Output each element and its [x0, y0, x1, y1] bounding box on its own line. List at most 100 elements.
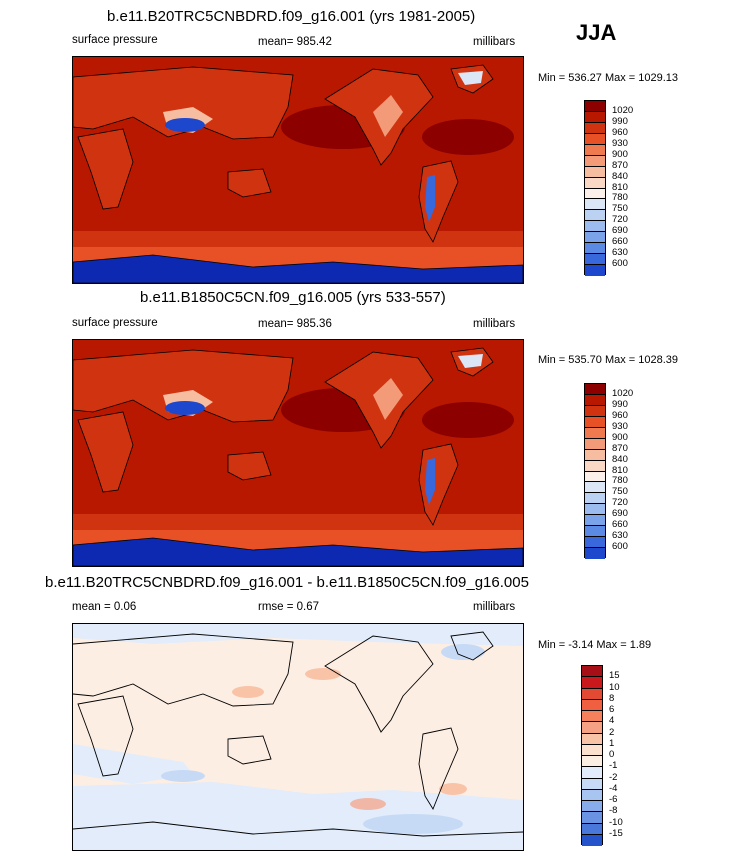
colorbar-swatch [582, 722, 602, 734]
colorbar-tick-label: 990 [612, 115, 628, 127]
colorbar-swatch [585, 515, 605, 527]
colorbar-swatch [585, 199, 605, 211]
subtropical-high-atlantic [422, 119, 514, 155]
colorbar-swatch [582, 744, 602, 756]
positive-anomaly [305, 668, 341, 680]
panel-2-minmax: Min = 535.70 Max = 1028.39 [538, 354, 679, 366]
colorbar-swatch [582, 789, 602, 801]
colorbar-tick-label: 870 [612, 442, 628, 454]
colorbar-swatch [582, 666, 602, 678]
positive-anomaly [232, 686, 264, 698]
colorbar-swatch [585, 471, 605, 483]
panel-3-mean-label: mean = 0.06 [72, 601, 137, 613]
colorbar-swatch [585, 427, 605, 439]
colorbar-swatch [582, 834, 602, 846]
tibetan-plateau [165, 401, 205, 415]
colorbar-swatch [585, 449, 605, 461]
antarctica [73, 537, 523, 566]
colorbar-tick-label: -6 [609, 794, 618, 805]
colorbar-swatch [585, 111, 605, 123]
colorbar-swatch [585, 101, 605, 112]
positive-anomaly [439, 783, 467, 795]
eurasia [73, 66, 294, 140]
colorbar-tick-label: 8 [609, 692, 615, 704]
colorbar-swatch [585, 405, 605, 417]
colorbar-swatch [582, 756, 602, 768]
colorbar-tick-label: 840 [612, 453, 628, 465]
africa-coast [77, 695, 134, 777]
positive-anomaly [350, 798, 386, 810]
southern-trough [73, 514, 523, 532]
colorbar-swatch [582, 699, 602, 711]
panel-2-map [72, 339, 524, 567]
panel-2-colorbar-boxes [584, 383, 606, 559]
colorbar-swatch [585, 537, 605, 549]
colorbar-tick-label: 960 [612, 409, 628, 421]
panel-2-title: b.e11.B1850C5CN.f09_g16.005 (yrs 533-557… [140, 289, 446, 306]
panel-3-title: b.e11.B20TRC5CNBDRD.f09_g16.001 - b.e11.… [45, 574, 529, 591]
colorbar-tick-label: -8 [609, 805, 618, 817]
rockies [373, 378, 403, 420]
colorbar-swatch [585, 232, 605, 244]
colorbar-tick-label: 1 [609, 737, 615, 749]
season-label: JJA [576, 20, 617, 45]
colorbar-tick-label: 900 [612, 148, 628, 160]
australia-coast [227, 735, 272, 765]
colorbar-tick-label: 600 [612, 258, 628, 270]
rockies [373, 95, 403, 137]
panel-2-units-label: millibars [473, 318, 516, 330]
colorbar-swatch [582, 767, 602, 779]
colorbar-swatch [585, 416, 605, 428]
africa [77, 128, 134, 210]
colorbar-tick-label: -1 [609, 760, 618, 772]
colorbar-swatch [585, 144, 605, 156]
panel-3-units-label: millibars [473, 601, 516, 613]
colorbar-swatch [585, 438, 605, 450]
subtropical-high-atlantic [422, 402, 514, 438]
panel-3-rmse-label: rmse = 0.67 [258, 601, 320, 613]
colorbar-tick-label: 660 [612, 519, 628, 531]
colorbar-tick-label: 630 [612, 530, 628, 542]
panel-1-mean-label: mean= 985.42 [258, 36, 332, 48]
colorbar-swatch [585, 394, 605, 406]
colorbar-swatch [585, 548, 605, 559]
panel-1-units-label: millibars [473, 36, 516, 48]
panel-1-minmax: Min = 536.27 Max = 1029.13 [538, 72, 679, 84]
colorbar-swatch [585, 493, 605, 505]
colorbar-swatch [582, 733, 602, 745]
colorbar-tick-label: 930 [612, 137, 628, 149]
colorbar-tick-label: 750 [612, 203, 628, 215]
colorbar-tick-label: 2 [609, 726, 615, 738]
colorbar-tick-label: 900 [612, 431, 628, 443]
colorbar-swatch [585, 221, 605, 233]
colorbar-tick-label: -4 [609, 782, 618, 794]
colorbar-tick-label: 720 [612, 214, 628, 226]
panel-1-colorbar-boxes [584, 100, 606, 276]
panel-1-map-svg [73, 57, 523, 283]
colorbar-swatch [585, 188, 605, 200]
colorbar-swatch [585, 133, 605, 145]
negative-anomaly [441, 644, 485, 660]
colorbar-tick-label: 630 [612, 247, 628, 259]
colorbar-tick-label: 1020 [612, 104, 634, 116]
panel-1-variable-label: surface pressure [72, 34, 158, 46]
south-america-coast [418, 727, 459, 810]
panel-3-map [72, 623, 524, 851]
andes [425, 175, 435, 222]
africa [77, 411, 134, 493]
panel-2-map-svg [73, 340, 523, 566]
colorbar-tick-label: -15 [609, 827, 623, 839]
colorbar-tick-label: -10 [609, 816, 623, 828]
colorbar-tick-label: -2 [609, 771, 618, 783]
colorbar-tick-label: 750 [612, 486, 628, 498]
colorbar-tick-label: 810 [612, 464, 628, 476]
colorbar-tick-label: 4 [609, 715, 615, 727]
antarctica-coast [73, 821, 523, 837]
colorbar-swatch [582, 778, 602, 790]
colorbar-swatch [582, 823, 602, 835]
panel-3-minmax: Min = -3.14 Max = 1.89 [538, 639, 652, 651]
tibetan-plateau [165, 118, 205, 132]
colorbar-swatch [582, 801, 602, 813]
colorbar-tick-label: 930 [612, 420, 628, 432]
colorbar-swatch [585, 254, 605, 266]
